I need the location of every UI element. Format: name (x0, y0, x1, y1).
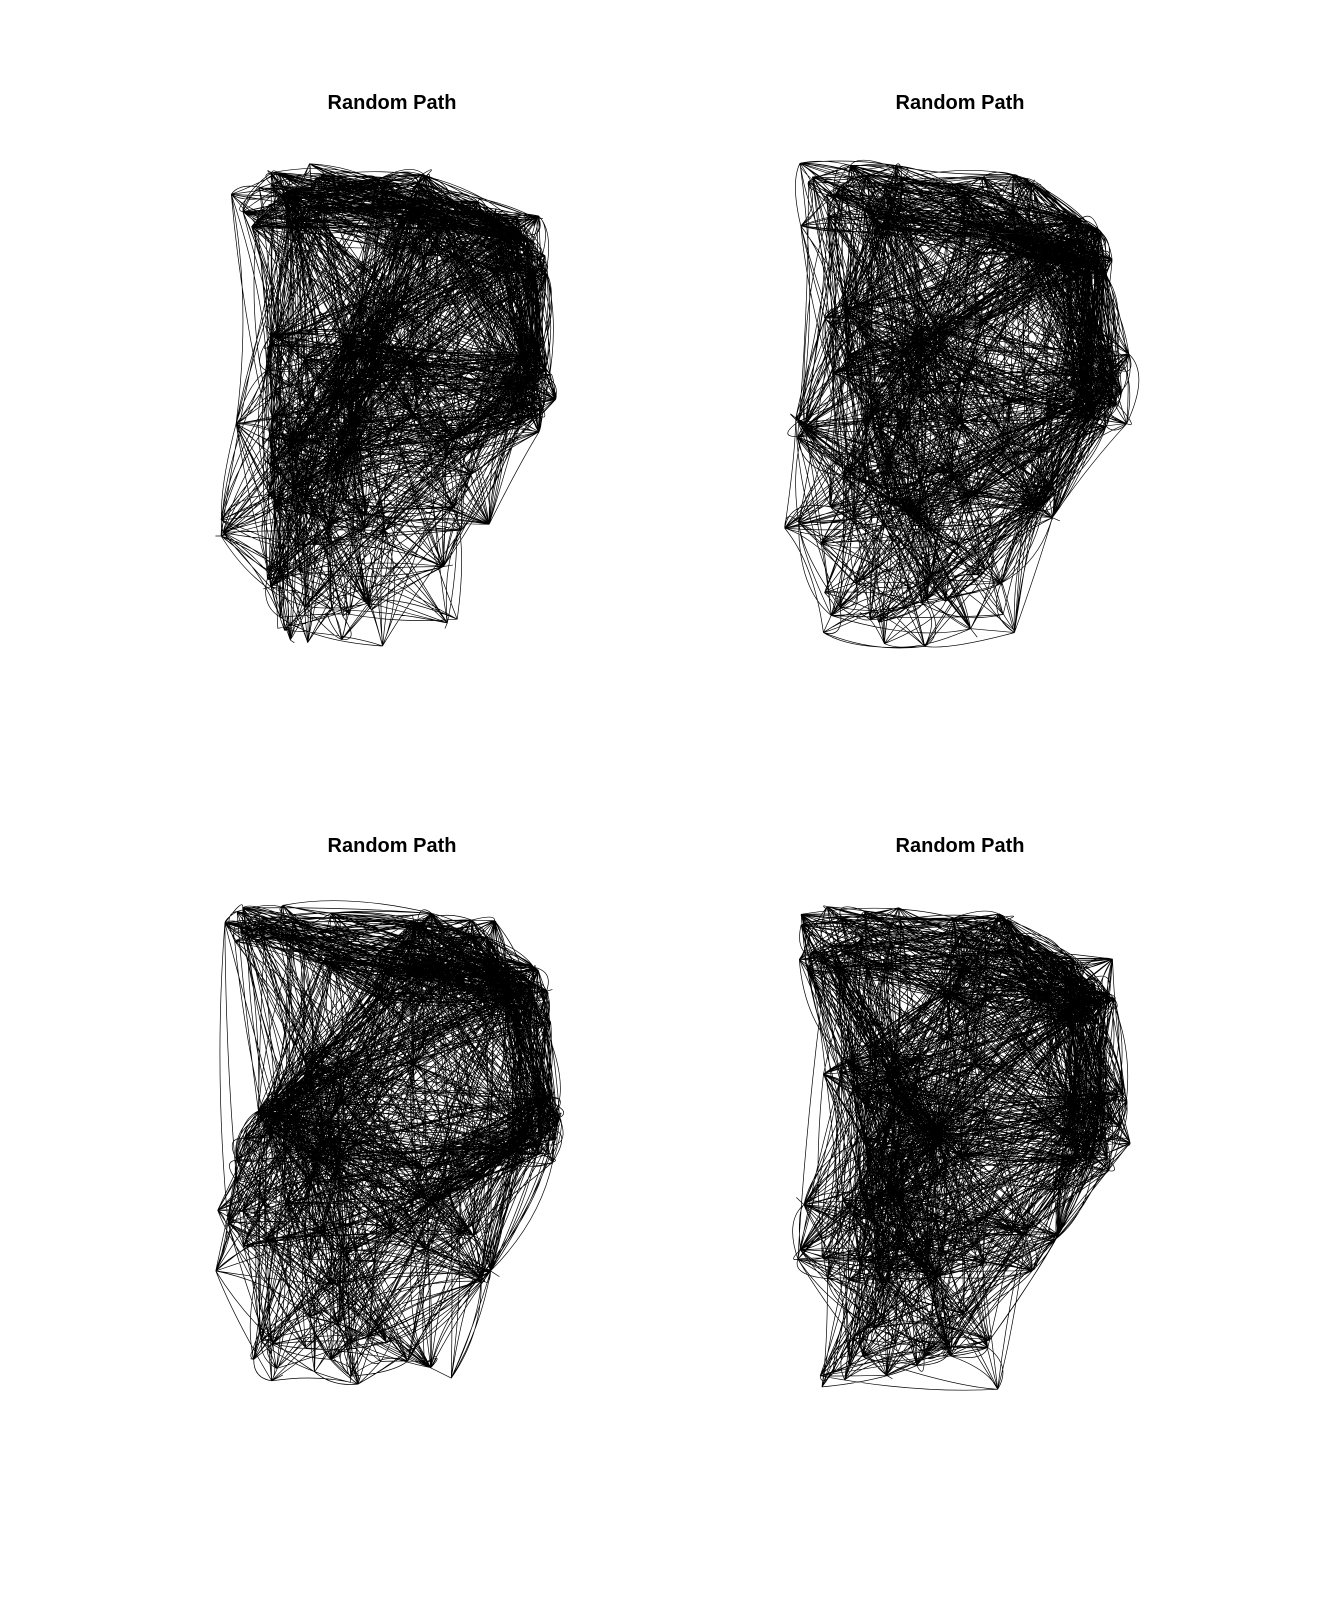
random-path-plot (215, 163, 557, 647)
chart-title: Random Path (895, 92, 1025, 114)
chart-title: Random Path (327, 92, 457, 114)
random-path-plot (215, 900, 564, 1385)
chart-panel-top-right: Random Path (770, 91, 1150, 691)
chart-panel-bottom-right: Random Path (770, 834, 1150, 1434)
random-path-series (215, 163, 557, 647)
random-path-plot (784, 159, 1140, 649)
chart-title: Random Path (327, 835, 457, 857)
random-path-series (215, 900, 564, 1385)
random-path-series (784, 159, 1140, 649)
chart-panel-bottom-left: Random Path (202, 834, 582, 1434)
chart-title: Random Path (895, 835, 1025, 857)
chart-panel-top-left: Random Path (202, 91, 582, 691)
random-path-series (792, 905, 1131, 1391)
random-path-plot (792, 905, 1131, 1391)
